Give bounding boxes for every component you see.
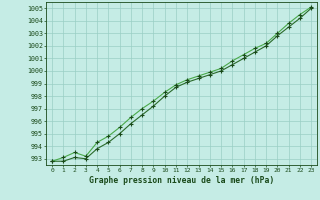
- X-axis label: Graphe pression niveau de la mer (hPa): Graphe pression niveau de la mer (hPa): [89, 176, 274, 185]
